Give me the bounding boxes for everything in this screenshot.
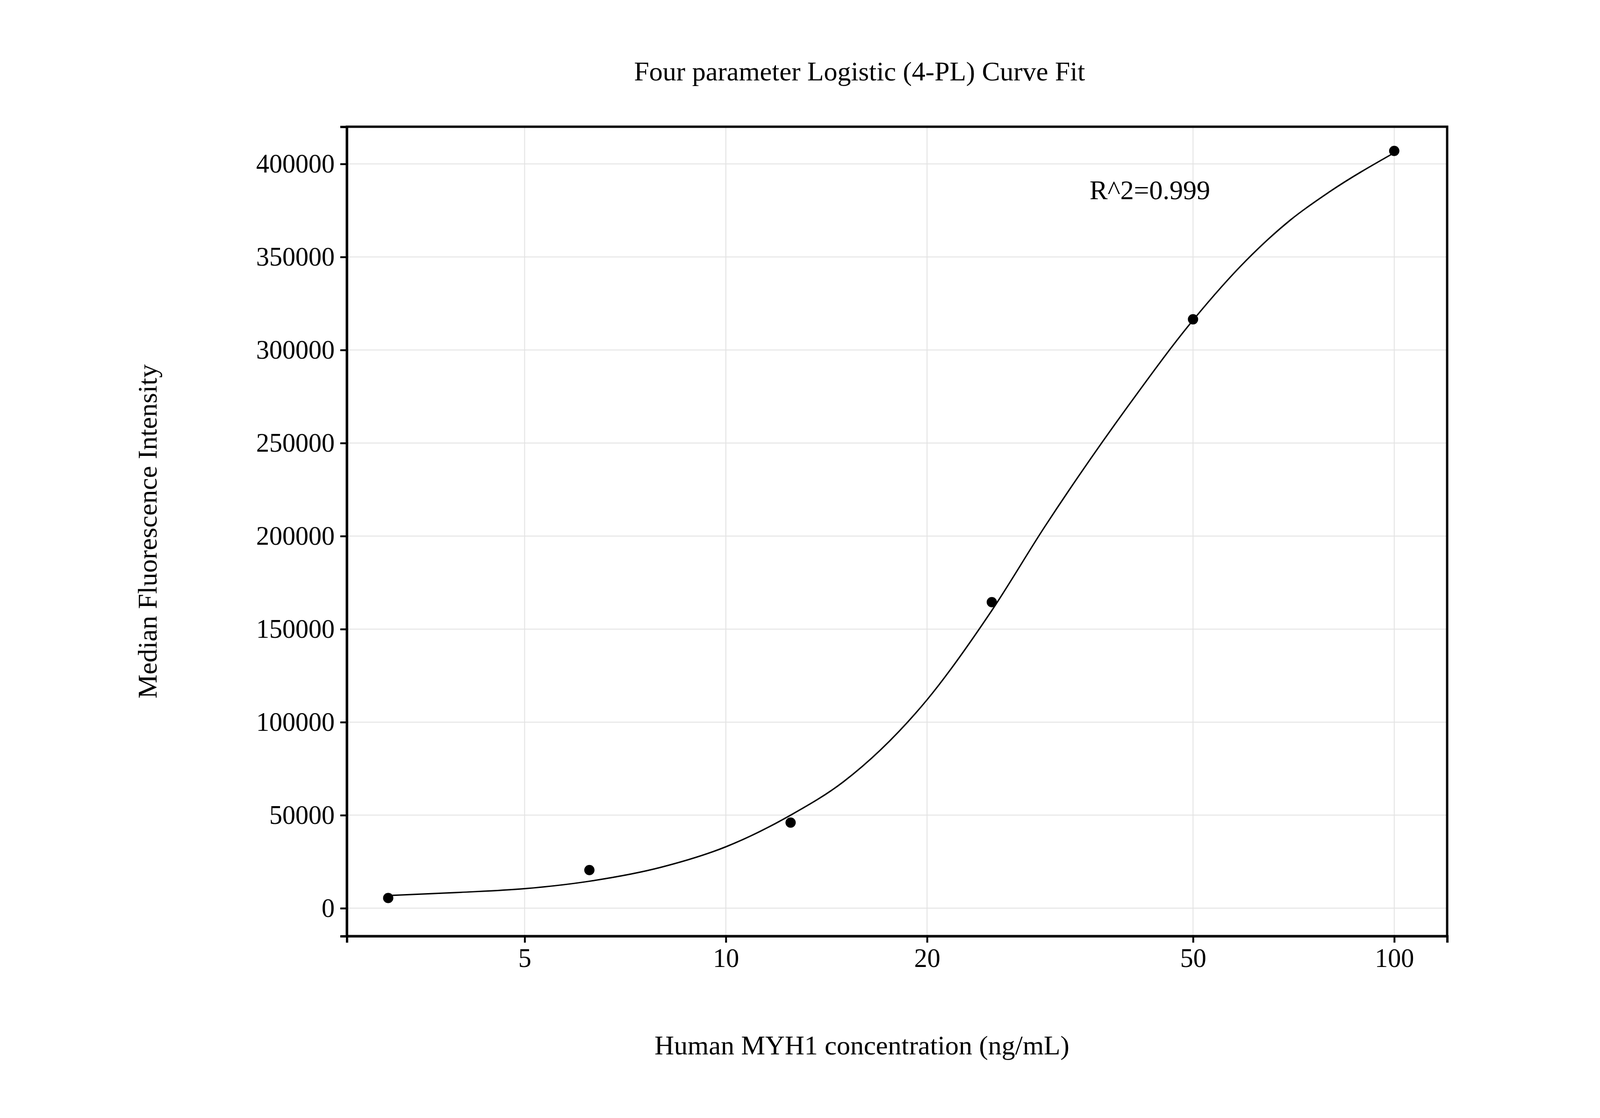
tick-label: 50 [1180, 943, 1207, 973]
tick: 50 [1180, 935, 1207, 973]
grid-line-y [346, 907, 1448, 909]
tick-label: 350000 [256, 242, 335, 272]
plot: 5 10 20 50 100 0 50000 100000 150000 200000 250000… [256, 126, 1448, 973]
grid-line-y [346, 535, 1448, 537]
grid-line-y [346, 442, 1448, 444]
grid-line-y [346, 349, 1448, 351]
tick: 10 [712, 935, 740, 973]
x-axis-title: Human MYH1 concentration (ng/mL) [654, 1029, 1070, 1061]
tick-label: 20 [914, 943, 941, 973]
tick: 100 [1374, 935, 1414, 973]
tick-label: 5 [518, 943, 532, 973]
tick-label: 50000 [269, 800, 335, 830]
grid-line-y [346, 628, 1448, 630]
grid-line-y [346, 256, 1448, 258]
annotation: R^2=0.999 [1089, 174, 1211, 206]
grid [346, 126, 1448, 936]
tick-label: 150000 [256, 614, 335, 644]
data [382, 145, 1400, 904]
tick: 350000 [256, 242, 347, 272]
grid-line-y [346, 163, 1448, 165]
tick-label: 250000 [256, 428, 335, 458]
tick-label: 400000 [256, 149, 335, 179]
tick: 50000 [269, 800, 347, 830]
tick: 150000 [256, 614, 347, 644]
title: Four parameter Logistic (4-PL) Curve Fit [634, 56, 1086, 87]
grid-line-y [346, 721, 1448, 723]
data-point [584, 864, 595, 876]
data-point [382, 892, 394, 903]
tick: 100000 [256, 707, 347, 737]
tick-label: 200000 [256, 521, 335, 551]
tick-label: 300000 [256, 335, 335, 365]
y-axis-title: Median Fluorescence Intensity [132, 364, 163, 699]
tick: 400000 [256, 149, 347, 179]
tick: 20 [914, 935, 941, 973]
tick: 200000 [256, 521, 347, 551]
tick-label: 100000 [256, 707, 335, 737]
tick-label: 100 [1374, 943, 1414, 973]
tick: 0 [321, 893, 347, 923]
tick-label: 10 [712, 943, 740, 973]
chart: 5 10 20 50 100 0 50000 100000 150000 200000 250000… [0, 0, 1600, 1118]
tick: 250000 [256, 428, 347, 458]
tick: 5 [518, 935, 532, 973]
tick: 300000 [256, 335, 347, 365]
tick-label: 0 [321, 893, 335, 923]
y-axis: 0 50000 100000 150000 200000 250000 300000 3500… [256, 127, 348, 937]
grid-line-y [346, 814, 1448, 816]
fit-curve [387, 152, 1394, 896]
data-point [785, 817, 796, 828]
x-axis: 5 10 20 50 100 [347, 935, 1448, 973]
axis-line [347, 936, 1448, 943]
frame [346, 126, 1448, 936]
